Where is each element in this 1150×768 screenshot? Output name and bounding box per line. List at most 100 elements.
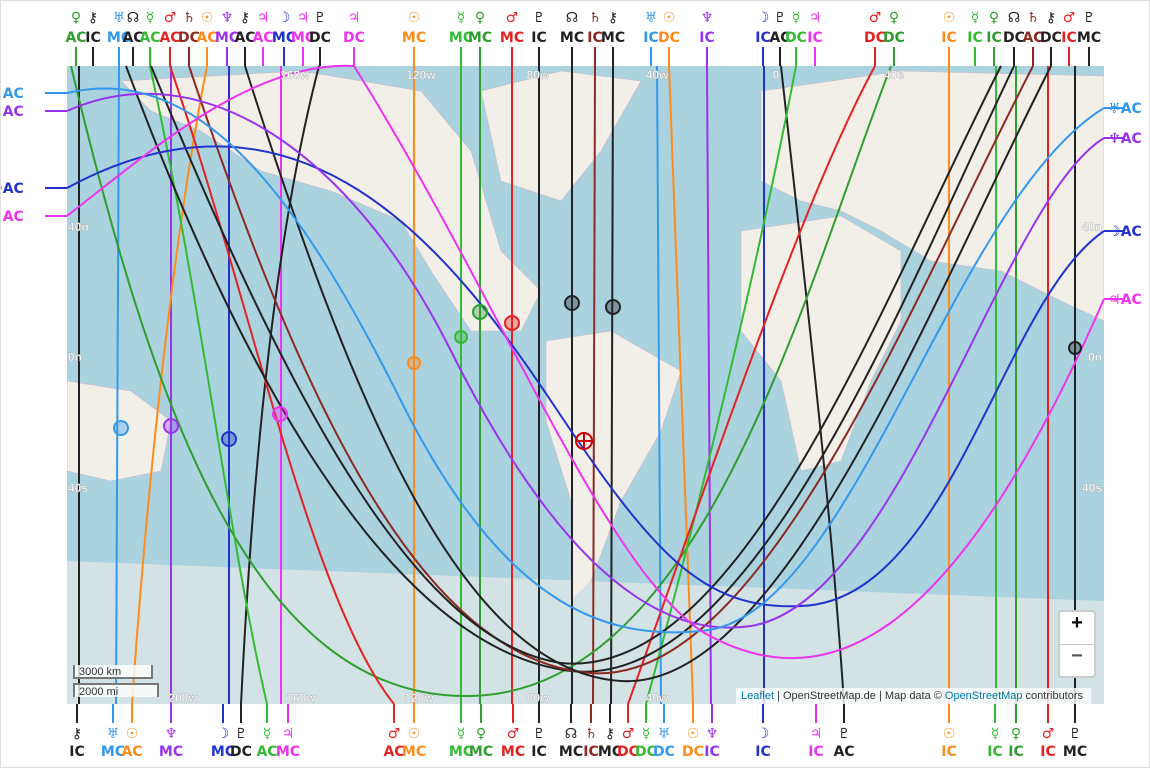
line-symbol: ♂ — [506, 10, 519, 26]
zoom-in[interactable]: + — [1071, 612, 1083, 634]
side-label: ♃AC — [1, 209, 24, 225]
line-symbol: ♂ — [869, 10, 882, 26]
line-symbol: ♇ — [774, 10, 787, 26]
side-label: ♆AC — [1108, 131, 1142, 147]
line-angle: IC — [967, 30, 982, 46]
graticule-label: 80w — [527, 68, 550, 82]
line-angle: AC — [256, 744, 277, 760]
line-symbol: ♂ — [164, 10, 177, 26]
line-symbol: ☿ — [457, 726, 466, 742]
line-symbol: ♇ — [1083, 10, 1096, 26]
labels: ♀AC⚷IC♅MC☊AC☿AC♂AC♄DC☉AC♆MC⚷AC♃AC☽MC♃MC♇… — [1, 10, 1142, 760]
line-symbol: ⚷ — [1046, 10, 1056, 26]
line-angle: AC — [159, 30, 180, 46]
line-symbol: ☉ — [687, 726, 700, 742]
line-symbol: ♆ — [706, 726, 719, 742]
attribution: Leaflet | OpenStreetMap.de | Map data © Op… — [736, 688, 1092, 704]
graticule-label: 40s — [1082, 481, 1102, 495]
line-angle: MC — [501, 744, 525, 760]
line-angle: AC — [121, 744, 142, 760]
line-symbol: ♇ — [838, 726, 851, 742]
line-angle: DC — [682, 744, 704, 760]
line-angle: DC — [864, 30, 886, 46]
line-symbol: ♂ — [1063, 10, 1076, 26]
line-angle: DC — [785, 30, 807, 46]
leaflet-link[interactable]: Leaflet — [741, 690, 775, 702]
line-symbol: ⚷ — [608, 10, 618, 26]
line-symbol: ☿ — [457, 10, 466, 26]
line-angle: AC — [1022, 30, 1043, 46]
graticule-label: 120w — [406, 68, 436, 82]
line-angle: MC — [402, 744, 426, 760]
osm-link[interactable]: OpenStreetMap — [944, 690, 1023, 702]
line-angle: AC — [65, 30, 86, 46]
side-label: ☽AC — [1108, 224, 1142, 240]
line-symbol: ♀ — [475, 10, 485, 26]
line-symbol: ☊ — [566, 10, 578, 26]
line-symbol: ☽ — [757, 10, 770, 26]
side-label: ♆AC — [1, 104, 24, 120]
line-angle: MC — [559, 744, 583, 760]
line-symbol: ♂ — [507, 726, 520, 742]
line-angle: MC — [402, 30, 426, 46]
line-symbol: ♂ — [388, 726, 401, 742]
graticule-label: 160w — [280, 68, 310, 82]
line-angle: MC — [215, 30, 239, 46]
line-symbol: ♀ — [71, 10, 81, 26]
line-angle: IC — [69, 744, 84, 760]
line-angle: AC — [769, 30, 790, 46]
zoom-out[interactable]: − — [1060, 644, 1094, 677]
graticule-label: 0n — [1088, 350, 1102, 364]
line-angle: MC — [449, 744, 473, 760]
line-symbol: ⚷ — [605, 726, 615, 742]
line-angle: DC — [883, 30, 905, 46]
planet-positions — [113, 295, 1082, 450]
line-angle: IC — [986, 30, 1001, 46]
line-angle: AC — [122, 30, 143, 46]
graticule-label: 200w — [168, 691, 198, 705]
line-angle: AC — [196, 30, 217, 46]
line-symbol: ♀ — [1011, 726, 1021, 742]
line-angle: DC — [1040, 30, 1062, 46]
line-angle: MC — [107, 30, 131, 46]
line-angle: DC — [230, 744, 252, 760]
line-symbol: ♅ — [658, 726, 671, 742]
line-angle: IC — [755, 744, 770, 760]
line-symbol: ☿ — [991, 726, 1000, 742]
line-angle: AC — [252, 30, 273, 46]
line-symbol: ⚷ — [88, 10, 98, 26]
line-angle: AC — [833, 744, 854, 760]
line-angle: IC — [583, 744, 598, 760]
line-angle: IC — [941, 744, 956, 760]
line-symbol: ☉ — [943, 10, 956, 26]
side-label: ♅AC — [1, 86, 24, 102]
line-symbol: ☿ — [263, 726, 272, 742]
line-symbol: ♃ — [348, 10, 361, 26]
line-symbol: ☉ — [408, 10, 421, 26]
line-angle: DC — [1003, 30, 1025, 46]
line-angle: DC — [343, 30, 365, 46]
line-angle: IC — [1040, 744, 1055, 760]
line-angle: IC — [85, 30, 100, 46]
line-angle: AC — [139, 30, 160, 46]
line-symbol: ♆ — [165, 726, 178, 742]
line-symbol: ♇ — [533, 10, 546, 26]
line-symbol: ☿ — [792, 10, 801, 26]
line-angle: MC — [1063, 744, 1087, 760]
line-symbol: ☽ — [217, 726, 230, 742]
line-angle: MC — [1077, 30, 1101, 46]
line-angle: DC — [658, 30, 680, 46]
line-symbol: ⚷ — [72, 726, 82, 742]
line-symbol: ☊ — [565, 726, 577, 742]
line-angle: MC — [291, 30, 315, 46]
line-angle: DC — [635, 744, 657, 760]
scale-km: 3000 km — [73, 665, 153, 679]
graticule-label: 40n — [1081, 220, 1102, 234]
line-angle: MC — [276, 744, 300, 760]
line-symbol: ☿ — [146, 10, 155, 26]
line-angle: IC — [643, 30, 658, 46]
graticule-label: 0n — [68, 350, 82, 364]
graticule-label: 40w — [646, 68, 669, 82]
